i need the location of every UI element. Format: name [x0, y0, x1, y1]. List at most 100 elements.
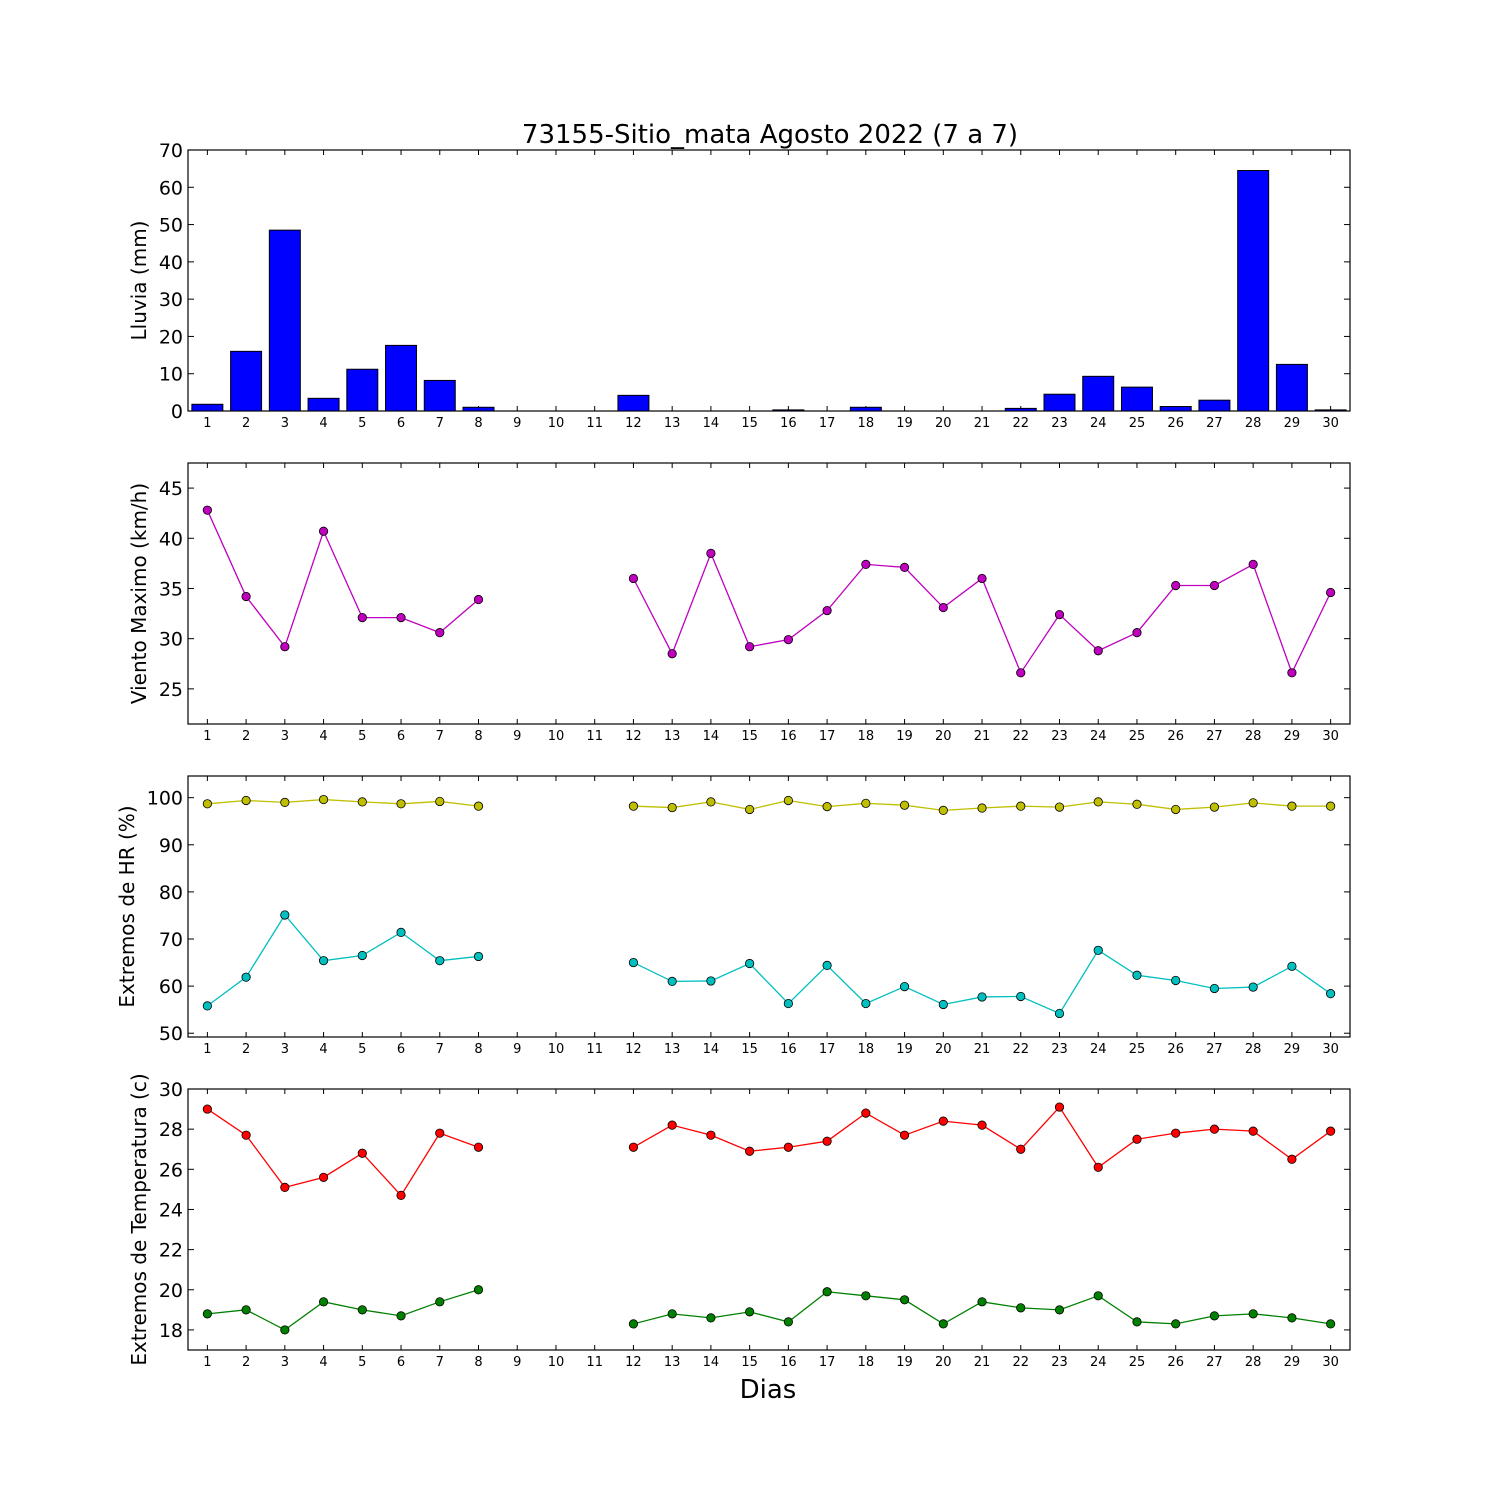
point-day-12: [628, 1142, 639, 1152]
point-day-26: [1171, 580, 1181, 591]
x-tick-label: 8: [474, 729, 482, 744]
x-tick-label: 13: [664, 1042, 681, 1057]
point-day-20: [938, 1116, 948, 1126]
point-day-24: [1093, 1291, 1103, 1301]
y-axis-label: Viento Maximo (km/h): [127, 483, 151, 704]
point-day-29: [1287, 961, 1297, 971]
point-day-18: [861, 798, 871, 808]
point-day-19: [899, 800, 910, 810]
bar-day-27: [1198, 399, 1231, 412]
x-tick-label: 19: [896, 416, 913, 431]
point-day-30: [1326, 989, 1336, 999]
bar-day-22: [1004, 407, 1037, 412]
point-day-15: [745, 642, 755, 652]
point-day-27: [1209, 1124, 1220, 1134]
point-day-18: [861, 998, 871, 1009]
point-day-12: [628, 801, 639, 811]
x-tick-label: 2: [242, 1355, 250, 1370]
x-tick-label: 26: [1167, 1355, 1184, 1370]
bar-day-29: [1275, 363, 1308, 412]
x-tick-label: 1: [203, 416, 211, 431]
x-tick-label: 17: [819, 1355, 836, 1370]
point-day-26: [1171, 1128, 1181, 1138]
x-tick-label: 20: [935, 1042, 952, 1057]
x-tick-label: 23: [1051, 729, 1068, 744]
point-day-20: [938, 1319, 948, 1329]
bar-day-18: [849, 406, 882, 412]
point-day-14: [706, 1130, 716, 1140]
x-tick-label: 12: [625, 1042, 642, 1057]
x-tick-label: 29: [1284, 416, 1301, 431]
bar-day-26: [1159, 406, 1192, 412]
y-tick-label: 10: [159, 364, 183, 386]
point-day-23: [1054, 1102, 1065, 1112]
x-tick-label: 15: [741, 729, 758, 744]
x-tick-label: 21: [974, 1042, 991, 1057]
point-day-18: [861, 559, 871, 569]
point-day-12: [628, 573, 639, 584]
bar-day-1: [191, 403, 224, 412]
x-tick-label: 13: [664, 1355, 681, 1370]
x-tick-label: 10: [548, 1355, 565, 1370]
point-day-19: [899, 562, 910, 573]
x-tick-label: 27: [1206, 416, 1223, 431]
point-day-8: [473, 1142, 484, 1152]
x-tick-label: 2: [242, 416, 250, 431]
point-day-30: [1326, 1319, 1336, 1329]
point-day-4: [318, 526, 329, 536]
x-tick-label: 11: [586, 729, 603, 744]
x-tick-label: 13: [664, 729, 681, 744]
point-day-29: [1287, 1154, 1297, 1164]
series-2-line: [206, 913, 479, 1007]
point-day-28: [1248, 1309, 1258, 1319]
x-axis-label: Dias: [740, 1375, 797, 1405]
point-day-14: [706, 548, 716, 558]
x-tick-label: 3: [281, 1355, 289, 1370]
x-tick-label: 4: [319, 416, 327, 431]
point-day-18: [861, 1108, 871, 1118]
x-tick-label: 18: [858, 1355, 875, 1370]
point-day-16: [783, 1142, 793, 1152]
x-tick-label: 20: [935, 416, 952, 431]
x-tick-label: 7: [436, 729, 444, 744]
point-day-24: [1093, 646, 1103, 656]
point-day-8: [473, 1285, 484, 1295]
x-tick-label: 26: [1167, 1042, 1184, 1057]
x-tick-label: 24: [1090, 729, 1107, 744]
point-day-2: [241, 795, 251, 806]
x-tick-label: 7: [436, 416, 444, 431]
x-tick-label: 22: [1012, 1355, 1029, 1370]
point-day-19: [899, 981, 910, 992]
point-day-13: [667, 802, 677, 813]
point-day-5: [357, 1305, 367, 1315]
point-day-18: [861, 1291, 871, 1301]
y-tick-label: 25: [159, 679, 183, 701]
plot-frame: [187, 149, 1351, 412]
point-day-21: [977, 992, 987, 1002]
x-tick-label: 22: [1012, 416, 1029, 431]
y-tick-label: 80: [159, 882, 183, 904]
x-tick-label: 2: [242, 1042, 250, 1057]
point-day-26: [1171, 804, 1181, 815]
point-day-2: [241, 1130, 251, 1140]
x-tick-label: 22: [1012, 1042, 1029, 1057]
x-tick-label: 19: [896, 1042, 913, 1057]
point-day-3: [280, 797, 290, 807]
x-tick-label: 21: [974, 729, 991, 744]
x-tick-label: 29: [1284, 1355, 1301, 1370]
x-tick-label: 30: [1322, 1355, 1339, 1370]
x-tick-label: 30: [1322, 729, 1339, 744]
y-tick-label: 20: [159, 1280, 183, 1302]
series-2-line: [633, 949, 1332, 1015]
y-tick-label: 70: [159, 929, 183, 951]
bar-day-28: [1237, 170, 1270, 412]
point-day-30: [1326, 1126, 1336, 1136]
x-tick-label: 12: [625, 1355, 642, 1370]
y-tick-label: 100: [147, 788, 183, 810]
x-tick-label: 12: [625, 416, 642, 431]
x-tick-label: 8: [474, 416, 482, 431]
x-tick-label: 9: [513, 729, 521, 744]
